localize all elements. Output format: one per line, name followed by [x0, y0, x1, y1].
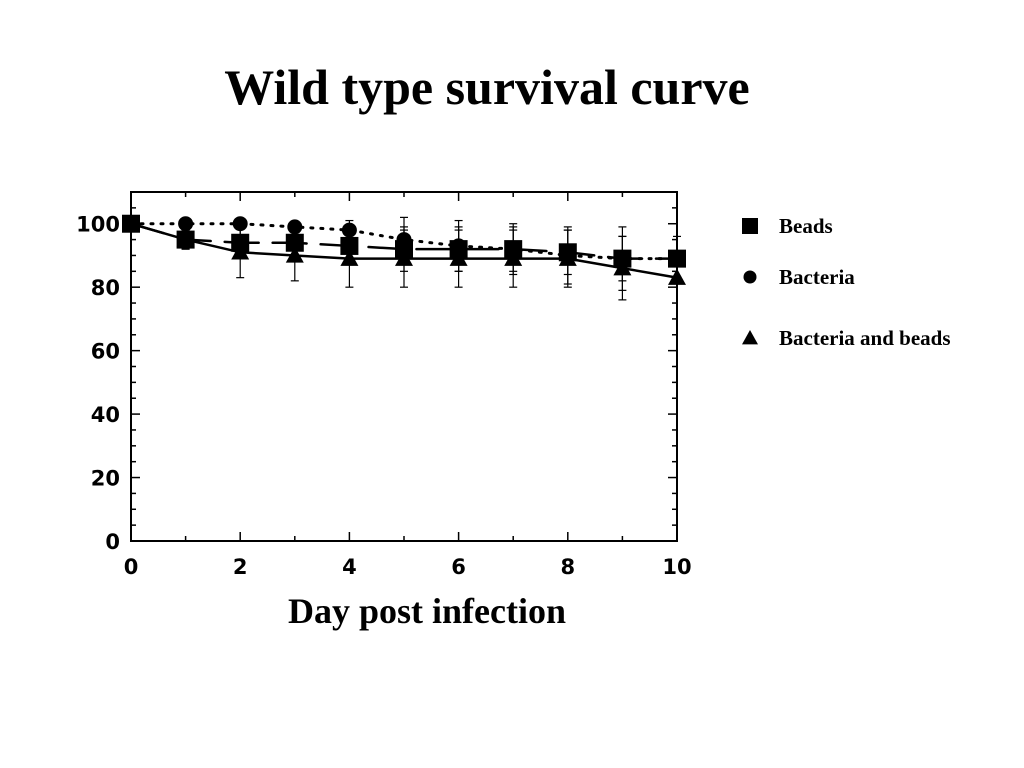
y-tick-label: 80: [91, 276, 120, 300]
x-tick-label: 0: [124, 555, 139, 579]
x-tick-label: 6: [451, 555, 466, 579]
data-point-circle: [669, 251, 685, 267]
series-line: [129, 222, 679, 261]
x-tick-label: 8: [560, 555, 575, 579]
data-point-triangle: [668, 268, 686, 285]
x-tick-label: 2: [233, 555, 248, 579]
data-point-triangle: [504, 249, 523, 266]
data-point-triangle: [122, 214, 140, 231]
data-point-triangle: [340, 249, 359, 266]
y-tick-label: 100: [76, 213, 120, 237]
data-point-triangle: [449, 249, 468, 266]
legend: Beads Bacteria Bacteria and beads: [742, 214, 951, 350]
x-tick-label: 10: [662, 555, 691, 579]
series-line: [129, 222, 679, 260]
legend-label: Beads: [779, 214, 833, 238]
y-tick-label: 20: [91, 467, 120, 491]
data-point-triangle: [176, 230, 195, 247]
legend-label: Bacteria: [779, 265, 855, 289]
x-axis-label: Day post infection: [288, 591, 566, 631]
legend-marker-circle: [743, 270, 757, 284]
y-tick-label: 60: [91, 340, 120, 364]
y-tick-label: 0: [105, 530, 120, 554]
y-tick-label: 40: [91, 403, 120, 427]
data-point-triangle: [231, 243, 250, 260]
legend-marker-square: [742, 218, 758, 234]
data-point-circle: [178, 216, 194, 232]
series-bacteria-and-beads: [122, 214, 686, 301]
data-point-triangle: [285, 246, 304, 263]
series-layer: [122, 214, 686, 301]
data-point-triangle: [613, 259, 632, 276]
data-point-triangle: [395, 249, 413, 266]
chart-title: Wild type survival curve: [224, 59, 750, 115]
legend-marker-triangle: [742, 330, 758, 345]
x-tick-label: 4: [342, 555, 357, 579]
legend-label: Bacteria and beads: [779, 326, 951, 350]
data-point-triangle: [558, 249, 577, 266]
